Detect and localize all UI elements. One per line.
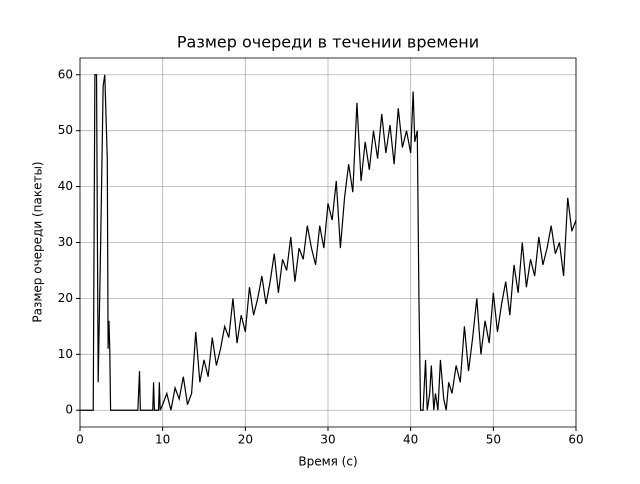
y-axis-label: Размер очереди (пакеты): [31, 161, 45, 322]
y-tick-label: 60: [58, 67, 73, 81]
y-tick-label: 30: [58, 235, 73, 249]
y-tick-label: 10: [58, 347, 73, 361]
data-line: [80, 74, 577, 411]
x-tick-label: 30: [320, 433, 335, 447]
y-tick-label: 20: [58, 291, 73, 305]
y-tick-label: 0: [65, 403, 73, 417]
plot-frame: [79, 57, 577, 428]
x-axis-label: Время (с): [298, 455, 357, 469]
x-tick-label: 0: [76, 433, 84, 447]
x-tick-label: 10: [155, 433, 170, 447]
x-tick-label: 50: [486, 433, 501, 447]
chart-title: Размер очереди в течении времени: [177, 33, 479, 52]
x-tick-label: 20: [238, 433, 253, 447]
x-tick-label: 60: [568, 433, 583, 447]
y-tick-label: 40: [58, 179, 73, 193]
x-tick-label: 40: [403, 433, 418, 447]
y-tick-label: 50: [58, 123, 73, 137]
